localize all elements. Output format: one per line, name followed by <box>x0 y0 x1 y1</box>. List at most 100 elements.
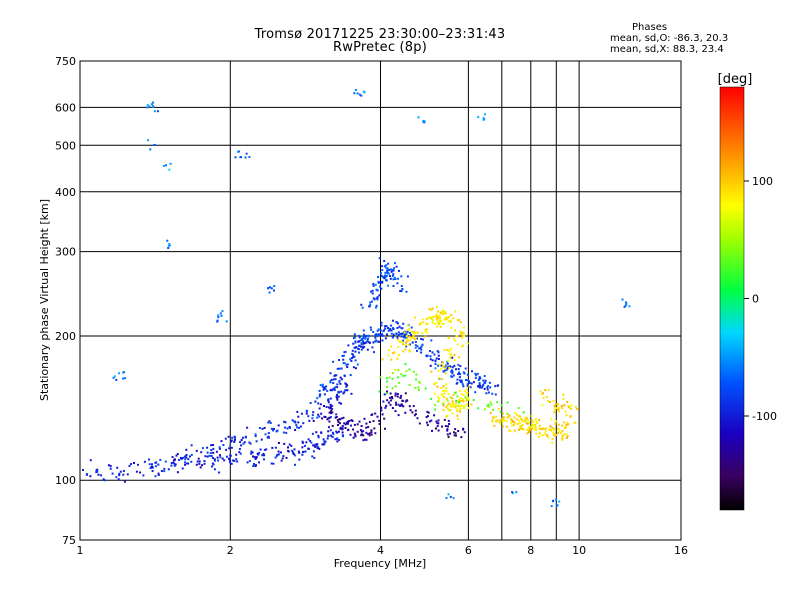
data-point <box>267 287 269 290</box>
data-point <box>394 385 397 388</box>
data-point <box>107 464 110 467</box>
data-point <box>481 385 484 388</box>
data-point <box>512 492 514 495</box>
data-point <box>346 422 349 425</box>
data-point <box>449 319 452 322</box>
data-point <box>370 328 373 331</box>
data-point <box>358 351 360 354</box>
data-point <box>455 382 458 385</box>
data-point <box>201 464 204 467</box>
data-point <box>263 448 266 451</box>
data-point <box>531 423 534 426</box>
data-point <box>436 421 439 424</box>
data-point <box>560 432 562 435</box>
data-point <box>623 305 626 308</box>
data-point <box>505 425 508 428</box>
data-point <box>274 446 277 449</box>
data-point <box>436 306 438 309</box>
data-point <box>209 452 212 454</box>
data-point <box>433 383 436 386</box>
data-point <box>273 285 276 287</box>
data-point <box>391 407 394 409</box>
data-point <box>197 457 200 460</box>
data-point <box>430 397 433 400</box>
data-point <box>285 456 288 459</box>
data-point <box>458 398 461 401</box>
data-point <box>555 498 558 501</box>
data-point <box>561 436 564 439</box>
data-point <box>381 339 384 342</box>
data-point <box>546 396 548 398</box>
data-point <box>430 309 433 311</box>
data-point <box>390 324 393 327</box>
data-point <box>387 349 390 352</box>
data-point <box>539 424 541 427</box>
data-point <box>379 376 382 379</box>
data-point <box>359 429 362 432</box>
data-point <box>430 419 433 422</box>
data-point <box>438 317 441 320</box>
data-point <box>398 381 401 384</box>
data-point <box>137 463 139 466</box>
data-point <box>455 434 457 437</box>
data-point <box>436 317 439 319</box>
data-point <box>376 289 379 292</box>
data-point <box>302 422 305 425</box>
data-point <box>310 441 313 444</box>
data-point <box>394 278 397 280</box>
data-point <box>297 415 300 418</box>
data-point <box>385 264 388 267</box>
data-point <box>340 390 343 393</box>
data-point <box>360 341 363 344</box>
data-point <box>277 450 280 453</box>
data-point <box>384 327 387 330</box>
data-point <box>151 465 153 468</box>
data-point <box>350 360 353 362</box>
data-point <box>404 411 407 414</box>
data-point <box>551 426 554 429</box>
data-point <box>353 333 356 336</box>
data-point <box>418 323 421 326</box>
data-point <box>488 381 491 384</box>
data-point <box>409 409 412 412</box>
data-point <box>435 427 437 430</box>
data-point <box>298 458 301 461</box>
data-point <box>416 417 419 420</box>
data-point <box>445 387 448 390</box>
data-point <box>233 459 236 462</box>
data-point <box>425 354 428 357</box>
data-point <box>456 395 459 398</box>
grid-lines <box>79 61 681 540</box>
data-point <box>379 334 381 337</box>
data-point <box>328 420 331 423</box>
data-point <box>178 459 181 461</box>
data-point <box>254 435 257 437</box>
data-point <box>320 412 323 415</box>
data-point <box>230 446 233 449</box>
data-point <box>210 455 213 457</box>
data-point <box>459 330 462 333</box>
data-point <box>82 469 84 471</box>
data-point <box>344 423 347 426</box>
data-point <box>431 307 434 310</box>
data-point <box>454 432 457 435</box>
data-point <box>491 392 494 395</box>
data-point <box>396 393 399 395</box>
data-point <box>392 278 395 281</box>
data-point <box>373 427 376 430</box>
data-point <box>368 434 371 437</box>
data-point <box>442 322 445 325</box>
data-point <box>363 417 366 420</box>
data-point <box>423 120 426 123</box>
data-point <box>113 375 116 378</box>
data-point <box>421 343 424 346</box>
data-point <box>385 325 388 328</box>
data-point <box>445 389 448 392</box>
data-point <box>270 462 273 465</box>
data-point <box>328 406 330 409</box>
data-point <box>447 402 450 405</box>
data-point <box>502 425 505 428</box>
data-point <box>401 288 404 290</box>
data-point <box>396 338 399 341</box>
data-point <box>520 418 523 421</box>
